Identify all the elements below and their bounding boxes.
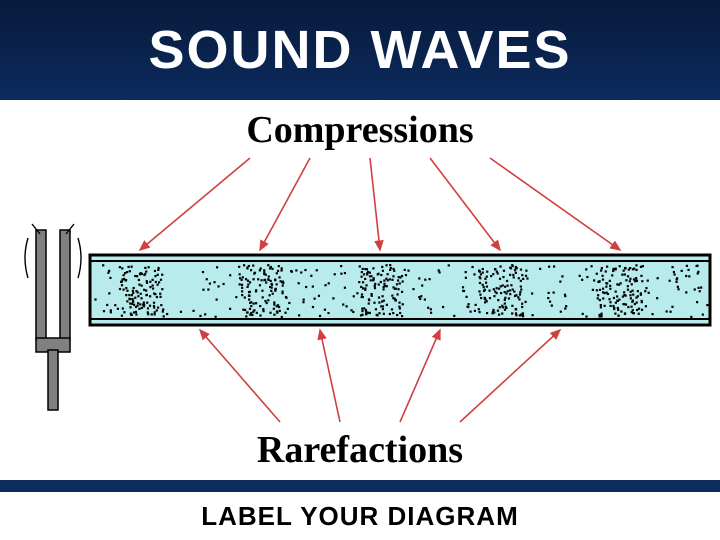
page-title: SOUND WAVES <box>148 19 571 81</box>
rarefaction-arrows <box>200 330 560 422</box>
tuning-fork-icon <box>25 224 81 410</box>
compression-arrows <box>140 158 620 250</box>
rarefactions-label: Rarefactions <box>257 428 463 472</box>
wave-tube <box>90 255 710 325</box>
wave-diagram-svg <box>0 100 720 480</box>
footer-text: LABEL YOUR DIAGRAM <box>201 501 519 532</box>
footer-band: LABEL YOUR DIAGRAM <box>0 480 720 540</box>
diagram-area: Compressions Rarefactions <box>0 100 720 480</box>
title-band: SOUND WAVES <box>0 0 720 100</box>
